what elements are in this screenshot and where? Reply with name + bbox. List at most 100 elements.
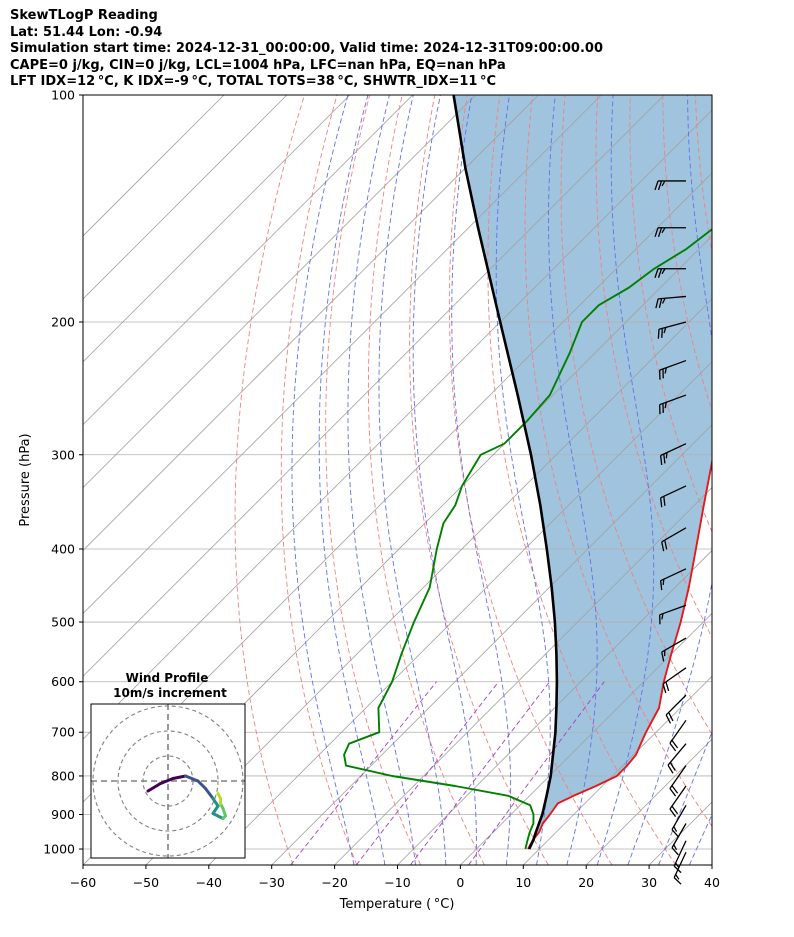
wind-barb-feather xyxy=(673,826,678,832)
wind-barb-feather xyxy=(664,367,667,374)
moist-adiabat-line xyxy=(378,95,447,865)
wind-barb-feather xyxy=(654,180,659,191)
wind-barb-feather xyxy=(671,739,679,749)
isotherm-line xyxy=(397,549,712,865)
wind-barb-staff xyxy=(659,394,687,406)
series-layer xyxy=(343,95,712,850)
wind-barb-feather xyxy=(654,268,659,278)
wind-barb-feather xyxy=(665,714,672,724)
wind-barb-feather xyxy=(671,785,679,794)
x-tick-label: −30 xyxy=(259,875,285,890)
wind-barb-staff xyxy=(660,568,687,582)
hodograph-segment xyxy=(184,774,200,783)
moist-adiabat-line xyxy=(596,95,655,865)
dry-adiabat-line xyxy=(280,95,358,865)
isotherm-line xyxy=(83,95,413,426)
x-tick-label: −40 xyxy=(196,875,222,890)
isotherm-line xyxy=(83,95,602,614)
wind-barb-feather xyxy=(667,764,674,774)
isotherm-line xyxy=(523,675,712,865)
hodograph-segment xyxy=(146,782,162,793)
wind-barb xyxy=(654,268,686,278)
moist-adiabat-line xyxy=(318,95,386,865)
isotherm-line xyxy=(83,95,351,363)
isotherm-line xyxy=(83,95,665,677)
wind-barb-staff xyxy=(659,604,687,616)
isotherm-line xyxy=(460,612,712,865)
moist-adiabat-line xyxy=(412,95,477,865)
hodograph-frame xyxy=(90,703,246,859)
dry-adiabat-line xyxy=(367,95,485,865)
wind-barb-staff xyxy=(659,359,687,371)
wind-barb-feather xyxy=(671,847,679,856)
moist-adiabat-line xyxy=(720,95,794,865)
y-tick-label: 500 xyxy=(51,615,75,630)
hodograph-segment xyxy=(171,774,187,780)
x-tick-label: 20 xyxy=(578,875,594,890)
temperature-line xyxy=(527,457,712,850)
wind-barb-staff xyxy=(658,295,687,300)
time-line: Simulation start time: 2024-12-31_00:00:… xyxy=(10,41,603,56)
isotherm-line xyxy=(711,864,712,865)
isotherm-line xyxy=(83,95,539,552)
y-axis-label: Pressure (hPa) xyxy=(18,433,33,526)
wind-barb-feather xyxy=(662,579,665,586)
dewpoint-line xyxy=(343,228,712,850)
wind-barb xyxy=(661,527,687,552)
wind-barb-feather xyxy=(671,829,679,838)
wind-barb-staff xyxy=(671,823,687,849)
wind-barb-feather xyxy=(671,805,679,815)
wind-barb xyxy=(659,394,687,415)
wind-barb-feather xyxy=(661,651,665,662)
x-tick-label: 40 xyxy=(704,875,720,890)
wind-barb-feather xyxy=(661,541,665,552)
wind-barb-feather xyxy=(657,227,663,237)
isotherm-line xyxy=(145,298,712,865)
wind-barb xyxy=(671,823,687,856)
wind-barb-feather xyxy=(663,453,666,464)
wind-barb-feather xyxy=(668,712,674,722)
dry-adiabat-line xyxy=(662,95,712,413)
wind-barb xyxy=(654,227,686,237)
moist-adiabat-line xyxy=(291,95,355,865)
isotherm-line xyxy=(83,95,288,300)
y-tick-label: 700 xyxy=(51,725,75,740)
mixing-ratio-line xyxy=(290,681,437,865)
wind-barb-feather xyxy=(662,683,667,694)
wind-barb xyxy=(665,694,687,724)
hodograph-segment xyxy=(204,787,215,800)
dry-adiabat-line xyxy=(761,95,794,865)
wind-barb-feather xyxy=(673,844,678,851)
hodograph-segment xyxy=(211,797,220,808)
dry-adiabat-line xyxy=(560,95,712,736)
isotherm-line xyxy=(83,95,225,237)
wind-barb-feather xyxy=(665,452,668,459)
isotherm-line xyxy=(775,95,794,865)
wind-barb-feather xyxy=(669,788,677,797)
wind-barb-staff xyxy=(671,804,687,830)
wind-barb-staff xyxy=(673,840,687,867)
wind-barb-feather xyxy=(659,497,663,508)
isotherm-line xyxy=(208,361,712,865)
chart-header: SkewTLogP Reading Lat: 51.44 Lon: -0.94 … xyxy=(10,8,603,91)
x-tick-label: −20 xyxy=(321,875,347,890)
index-line: LFT IDX=12 °C, K IDX=-9 °C, TOTAL TOTS=3… xyxy=(10,74,497,89)
isotherm-line xyxy=(271,424,712,865)
wind-barb-feather xyxy=(664,402,667,409)
wind-barb-feather xyxy=(669,762,676,771)
isotherm-line xyxy=(334,487,712,865)
moist-adiabat-line xyxy=(347,95,416,865)
wind-barb xyxy=(669,785,687,817)
wind-barb xyxy=(669,719,687,752)
mixing-ratio-line xyxy=(410,681,550,865)
wind-barb-feather xyxy=(654,227,659,237)
wind-barb xyxy=(659,443,687,465)
wind-barb-feather xyxy=(658,298,663,308)
wind-barb-feather xyxy=(659,580,663,591)
hodograph-segment xyxy=(211,812,225,820)
y-tick-label: 800 xyxy=(51,768,75,783)
wind-barb-feather xyxy=(661,180,666,187)
dry-adiabat-line xyxy=(487,95,677,865)
wind-barb-staff xyxy=(669,719,687,744)
y-tick-label: 200 xyxy=(51,314,75,329)
